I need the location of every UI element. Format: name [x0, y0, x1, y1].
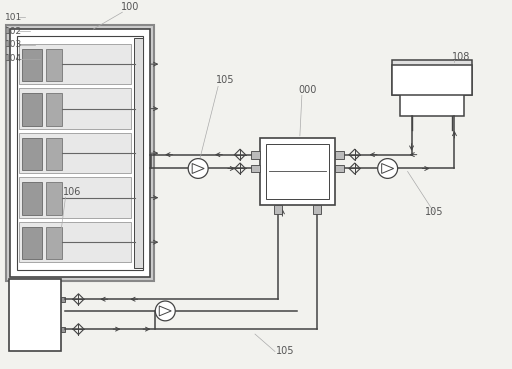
Bar	[135, 105, 141, 112]
Text: 105: 105	[216, 75, 234, 86]
Bar	[60, 327, 65, 332]
Bar	[251, 165, 260, 172]
Bar	[266, 144, 329, 199]
Text: 101: 101	[5, 13, 22, 22]
Bar	[10, 29, 151, 277]
Text: 000: 000	[298, 85, 317, 95]
Text: 104: 104	[5, 54, 22, 63]
Text: 105: 105	[425, 207, 444, 217]
Bar	[46, 93, 61, 126]
Bar	[18, 88, 132, 129]
Polygon shape	[381, 163, 394, 173]
Bar	[392, 65, 473, 96]
Bar	[17, 36, 143, 270]
Bar	[135, 239, 141, 246]
Bar	[335, 165, 344, 172]
Bar	[46, 138, 61, 170]
Bar	[46, 182, 61, 215]
Bar	[260, 138, 335, 205]
Bar	[60, 297, 65, 302]
Bar	[22, 227, 41, 259]
Bar	[18, 177, 132, 218]
Bar	[392, 60, 473, 96]
Bar	[134, 38, 143, 268]
Circle shape	[378, 159, 398, 178]
Polygon shape	[159, 306, 171, 316]
Text: 102: 102	[5, 27, 22, 35]
Bar	[22, 182, 41, 215]
Bar	[135, 194, 141, 201]
Bar	[313, 205, 321, 214]
Text: 103: 103	[5, 40, 22, 49]
Bar	[251, 151, 260, 159]
Bar	[46, 49, 61, 82]
Bar	[46, 227, 61, 259]
Bar	[399, 90, 464, 116]
Bar	[18, 222, 132, 262]
Text: 105: 105	[275, 346, 294, 356]
Circle shape	[188, 159, 208, 178]
Bar	[22, 49, 41, 82]
Bar	[22, 138, 41, 170]
Polygon shape	[192, 163, 204, 173]
Bar	[22, 93, 41, 126]
Bar	[135, 150, 141, 156]
Text: 108: 108	[452, 52, 471, 62]
Bar	[18, 44, 132, 85]
Bar	[6, 25, 154, 281]
Text: 100: 100	[121, 2, 140, 12]
Circle shape	[155, 301, 175, 321]
Text: 106: 106	[63, 187, 82, 197]
Bar	[18, 133, 132, 173]
Bar	[9, 279, 60, 351]
Bar	[274, 205, 282, 214]
Bar	[135, 61, 141, 68]
Bar	[335, 151, 344, 159]
